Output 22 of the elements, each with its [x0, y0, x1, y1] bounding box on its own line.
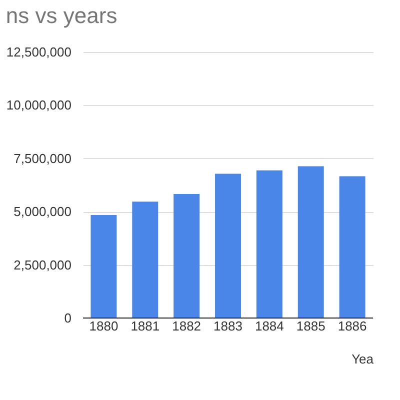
y-tick-label: 5,000,000 [14, 204, 72, 220]
bar [132, 202, 158, 318]
y-tick-label: 0 [64, 310, 72, 326]
bar [90, 215, 117, 318]
x-axis-title: Yea [352, 352, 374, 366]
x-tick-label: 1886 [338, 318, 367, 334]
y-tick-label: 7,500,000 [14, 150, 72, 166]
x-tick-label: 1883 [214, 318, 242, 334]
bar [256, 170, 282, 318]
x-tick-label: 1885 [296, 318, 326, 334]
chart-title: ns vs years [6, 3, 118, 28]
y-tick-label: 2,500,000 [14, 257, 72, 272]
x-tick-label: 1882 [172, 318, 202, 334]
bar [339, 176, 366, 318]
bar [174, 194, 200, 318]
x-tick-label: 1881 [130, 318, 160, 334]
bar [298, 166, 324, 318]
x-tick-label: 1884 [254, 318, 284, 334]
bar [215, 174, 241, 318]
y-tick-label: 10,000,000 [6, 98, 72, 113]
y-tick-label: 12,500,000 [6, 44, 72, 60]
x-tick-label: 1880 [89, 318, 118, 334]
